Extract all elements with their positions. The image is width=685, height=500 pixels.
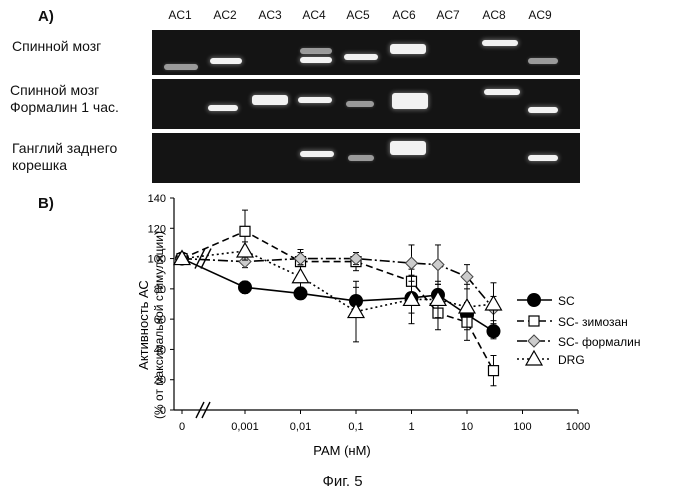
legend-label: DRG xyxy=(558,353,585,367)
legend-marker xyxy=(524,349,544,366)
data-point xyxy=(235,241,255,258)
data-point xyxy=(238,254,252,269)
gel-band xyxy=(346,101,374,107)
gel-band xyxy=(210,58,242,64)
gel-band xyxy=(300,151,334,157)
gel-image-drg xyxy=(152,133,580,183)
data-point xyxy=(346,302,366,319)
y-tick-label: 20 xyxy=(154,375,166,387)
gel-lane-label-ac9: AC9 xyxy=(528,8,552,22)
data-point xyxy=(238,280,252,295)
panel-b-label: B) xyxy=(38,195,54,212)
data-point xyxy=(457,297,477,314)
data-point xyxy=(293,251,308,266)
data-point xyxy=(460,270,474,284)
gel-lane-label-ac5: AC5 xyxy=(346,8,370,22)
legend-label: SC- формалин xyxy=(558,335,640,349)
data-point xyxy=(404,256,419,270)
series-2 xyxy=(175,244,501,322)
series-line xyxy=(181,250,494,313)
gel-lane-label-ac8: AC8 xyxy=(482,8,506,22)
data-point xyxy=(349,251,363,266)
gel-row-label-drg: Ганглий заднего корешка xyxy=(12,140,118,173)
gel-band xyxy=(528,155,558,161)
x-tick-label: 0,01 xyxy=(290,421,311,433)
x-axis-label: PAM (нМ) xyxy=(313,443,370,458)
gel-band xyxy=(300,48,332,54)
y-axis-label-line2: (% от максимальной стимуляции) xyxy=(152,231,166,419)
series-0 xyxy=(175,251,501,340)
gel-band xyxy=(390,44,426,54)
gel-row-label-spinal-cord-formalin: Спинной мозг Формалин 1 час. xyxy=(10,82,119,115)
y-tick-label: 60 xyxy=(154,314,166,326)
series-3 xyxy=(172,241,503,343)
gel-lane-label-ac4: AC4 xyxy=(302,8,326,22)
x-tick-label: 0,1 xyxy=(348,421,363,433)
y-axis-label-line1: Активность АС xyxy=(136,280,151,370)
gel-image-spinal-cord-formalin xyxy=(152,79,580,129)
gel-band xyxy=(208,105,238,111)
gel-band xyxy=(298,97,332,103)
gel-lane-label-ac1: AC1 xyxy=(168,8,192,22)
gel-row-label-spinal-cord: Спинной мозг xyxy=(12,38,102,54)
data-point xyxy=(239,225,251,237)
data-point xyxy=(484,294,503,311)
gel-lane-label-ac7: AC7 xyxy=(436,8,460,22)
gel-band xyxy=(392,93,428,109)
gel-band xyxy=(344,54,378,60)
series-line xyxy=(181,257,495,310)
legend-marker xyxy=(527,334,541,348)
gel-lane-label-ac3: AC3 xyxy=(258,8,282,22)
figure-caption: Фиг. 5 xyxy=(322,473,363,490)
gel-lane-label-ac2: AC2 xyxy=(213,8,237,22)
x-tick-label: 1000 xyxy=(566,421,590,433)
gel-band xyxy=(252,95,288,105)
gel-band xyxy=(348,155,374,161)
data-point xyxy=(293,286,308,301)
x-axis-break-mark xyxy=(201,401,211,419)
data-point xyxy=(291,267,310,284)
x-tick-label: 0,001 xyxy=(231,421,259,433)
x-tick-label: 100 xyxy=(513,421,531,433)
gel-band xyxy=(390,141,426,155)
y-tick-label: 120 xyxy=(148,223,166,235)
legend-label: SC- зимозан xyxy=(558,315,628,329)
data-point xyxy=(486,324,501,339)
y-tick-label: 0 xyxy=(160,405,166,417)
data-point xyxy=(487,365,500,377)
gel-band xyxy=(300,57,332,63)
panel-a-label: A) xyxy=(38,8,54,25)
gel-band xyxy=(482,40,518,46)
curve-break-mark xyxy=(200,248,212,269)
y-tick-label: 140 xyxy=(148,193,166,205)
gel-band xyxy=(528,107,558,113)
gel-band xyxy=(528,58,558,64)
gel-band xyxy=(164,64,198,70)
x-tick-label: 10 xyxy=(461,421,473,433)
data-point xyxy=(428,290,448,307)
legend-marker xyxy=(528,315,540,327)
gel-lane-label-ac6: AC6 xyxy=(392,8,416,22)
ac-activity-chart: Активность АС (% от максимальной стимуля… xyxy=(136,193,640,458)
legend-label: SC xyxy=(558,294,575,308)
data-point xyxy=(172,249,192,266)
y-tick-label: 40 xyxy=(154,344,166,356)
y-tick-label: 100 xyxy=(148,254,166,266)
data-point xyxy=(431,257,445,272)
y-tick-label: 80 xyxy=(154,284,166,296)
x-axis-break-mark xyxy=(195,401,205,419)
gel-band xyxy=(484,89,520,95)
data-point xyxy=(402,290,421,307)
x-tick-label: 1 xyxy=(408,421,414,433)
legend-marker xyxy=(527,293,541,307)
x-tick-label: 0 xyxy=(179,421,185,433)
gel-image-spinal-cord xyxy=(152,30,580,75)
series-line xyxy=(181,257,494,332)
